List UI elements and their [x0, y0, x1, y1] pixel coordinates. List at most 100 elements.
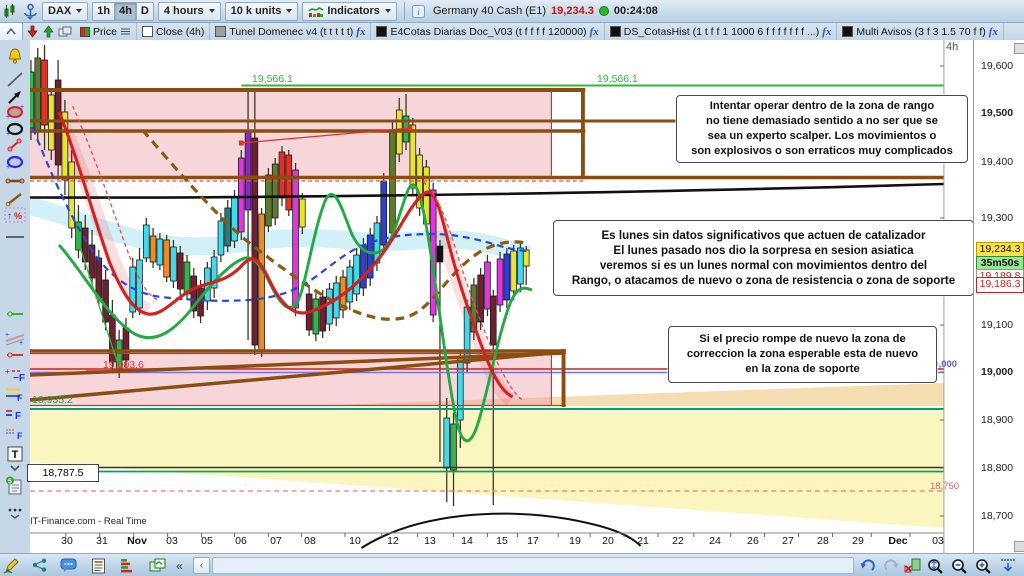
quote-instrument-name: Germany 40 Cash (E1): [432, 5, 547, 17]
indicators-button[interactable]: Indicators: [302, 1, 397, 21]
info-icon[interactable]: i: [411, 4, 425, 18]
tf-daily-button[interactable]: D: [136, 2, 153, 20]
timeframe-select[interactable]: 4 hours: [157, 1, 221, 21]
brown-line-tool[interactable]: [2, 188, 27, 210]
indicator-toggle[interactable]: Tunel Domenec v4 (t t t t t) fx: [210, 23, 372, 40]
axis-settings-icon[interactable]: [1014, 43, 1024, 54]
blue-ellipse-tool[interactable]: +: [2, 151, 27, 173]
undo-icon[interactable]: [858, 556, 877, 575]
date-axis-label: 07: [270, 535, 282, 547]
collapse-scroll-icon[interactable]: «: [176, 558, 183, 573]
scroll-left-button[interactable]: ‹: [193, 557, 210, 574]
checkbox-icon: [141, 26, 153, 37]
svg-text:+: +: [5, 332, 9, 339]
fx-edit-icon[interactable]: fx: [822, 25, 832, 38]
indicator-toggle[interactable]: DS_CotasHist (1 t f f 1 1000 6 f f f f f…: [605, 23, 838, 40]
date-axis-label: 12: [387, 535, 399, 547]
candlestick-chart-icon[interactable]: [3, 3, 19, 19]
hline-tool[interactable]: [2, 226, 27, 248]
green-trend-segment: [79, 247, 120, 369]
scroll-down-icon[interactable]: [998, 556, 1017, 575]
fib-plus-tool[interactable]: + −F: [2, 363, 27, 385]
svg-text:T: T: [11, 449, 18, 461]
svg-text:↑: ↑: [7, 211, 12, 222]
clipboard-5-tool[interactable]: 5: [2, 475, 27, 497]
chat-icon[interactable]: [59, 556, 78, 575]
chart-price-label: 19,566.1: [597, 73, 638, 85]
price-axis-label: 19,600: [981, 60, 1014, 72]
horizontal-scrollbar[interactable]: [212, 557, 854, 574]
fx-edit-icon[interactable]: fx: [589, 25, 599, 38]
brown-hsegment-tool[interactable]: [2, 170, 27, 192]
arrow-tool[interactable]: [2, 85, 27, 107]
fib-blue-tool[interactable]: F: [2, 403, 27, 425]
svg-text:+: +: [20, 104, 24, 111]
price-axis[interactable]: 19,600 19,500 19,400 19,300 19,100 19,000 18,9…: [973, 40, 1024, 553]
fx-edit-icon[interactable]: fx: [988, 25, 998, 38]
price-chart: [30, 40, 945, 553]
tools-chevron[interactable]: [2, 458, 27, 480]
chart-canvas[interactable]: 19,566.1 19,566.1 19,003.6 18,935.2 19,000 18…: [27, 40, 974, 553]
svg-text:F: F: [17, 431, 23, 441]
zoom-fit-icon[interactable]: [925, 556, 944, 575]
chevron-down-icon: [384, 9, 391, 13]
units-select[interactable]: 10 k units: [224, 1, 299, 21]
price-up-arrow-icon[interactable]: [42, 25, 55, 38]
price-series-toggle[interactable]: Price: [75, 23, 137, 40]
trendline-marker: [238, 140, 244, 146]
tf-1h-button[interactable]: 1h: [93, 2, 116, 20]
date-axis-label: 22: [672, 535, 684, 547]
duplicate-window-icon[interactable]: [58, 26, 72, 38]
red-hsegment-tool[interactable]: [2, 344, 27, 366]
fib-zones-tool[interactable]: F: [2, 383, 27, 405]
indicator-label: Tunel Domenec v4 (t t t t t): [229, 25, 354, 38]
draw-pencil-icon[interactable]: [2, 556, 21, 575]
list-icon: [120, 28, 130, 35]
close-4h-toggle[interactable]: Close (4h): [137, 23, 211, 40]
fx-edit-icon[interactable]: fx: [356, 25, 366, 38]
market-depth-icon[interactable]: [118, 556, 137, 575]
zoom-out-icon[interactable]: [949, 556, 968, 575]
trendline-tool[interactable]: [2, 68, 27, 90]
fib-small-tool[interactable]: F: [2, 423, 27, 445]
black-ellipse-tool[interactable]: +: [2, 118, 27, 140]
annotation-box-2[interactable]: Es lunes sin datos significativos que ac…: [553, 220, 974, 296]
tf-4h-button[interactable]: 4h: [115, 2, 137, 20]
green-segment-tool[interactable]: [2, 303, 27, 325]
zoom-doc-icon[interactable]: [903, 556, 922, 575]
chart-windows-icon[interactable]: [148, 556, 167, 575]
collapse-panel-button[interactable]: [0, 23, 23, 40]
price-marker-chip: 35m50s: [976, 256, 1024, 271]
instrument-select[interactable]: DAX: [42, 1, 89, 21]
red-segment-tool[interactable]: [2, 134, 27, 156]
chart-price-label: 19,566.1: [252, 73, 293, 85]
news-icon[interactable]: [89, 556, 108, 575]
price-down-arrow-icon[interactable]: [26, 25, 39, 38]
date-axis-label: 27: [782, 535, 794, 547]
annotation-box-3[interactable]: Si el precio rompe de nuevo la zona de co…: [668, 326, 937, 383]
annotation-box-1[interactable]: Intentar operar dentro de la zona de ran…: [676, 95, 968, 163]
boxed-price-label: 18,787.5: [27, 464, 99, 482]
drawing-tools-sidebar: + + + + ↑% + + + −F F F F T 5: [0, 40, 31, 553]
text-tool[interactable]: T: [2, 443, 27, 465]
axis-settings-icon[interactable]: [1014, 541, 1024, 552]
percent-move-tool[interactable]: ↑%: [2, 204, 27, 226]
more-tools-dots[interactable]: [2, 502, 27, 524]
date-axis-label: 20: [602, 535, 614, 547]
svg-text:F: F: [15, 411, 21, 421]
indicator-toggle[interactable]: E4Cotas Diarias Doc_V03 (t f f f f 12000…: [371, 23, 605, 40]
share-icon[interactable]: [30, 556, 49, 575]
date-axis-label: 03: [932, 535, 944, 547]
date-axis-label: 08: [304, 535, 316, 547]
zoom-in-icon[interactable]: [973, 556, 992, 575]
alarm-bell-tool[interactable]: [2, 44, 27, 66]
red-ellipse-tool[interactable]: + +: [2, 101, 27, 123]
channel-tool[interactable]: + +: [2, 327, 27, 349]
indicator-toggle[interactable]: Multi Avisos (3 f 3 1.5 70 f f) fx: [837, 23, 1004, 40]
market-open-dot-icon: [598, 6, 609, 16]
date-axis-label: 03: [166, 535, 178, 547]
timeframe-quick-buttons: 1h 4h D: [92, 1, 154, 21]
redo-icon[interactable]: [882, 556, 901, 575]
trend-diagonal: [30, 350, 565, 402]
link-anchor-icon[interactable]: [23, 3, 38, 20]
